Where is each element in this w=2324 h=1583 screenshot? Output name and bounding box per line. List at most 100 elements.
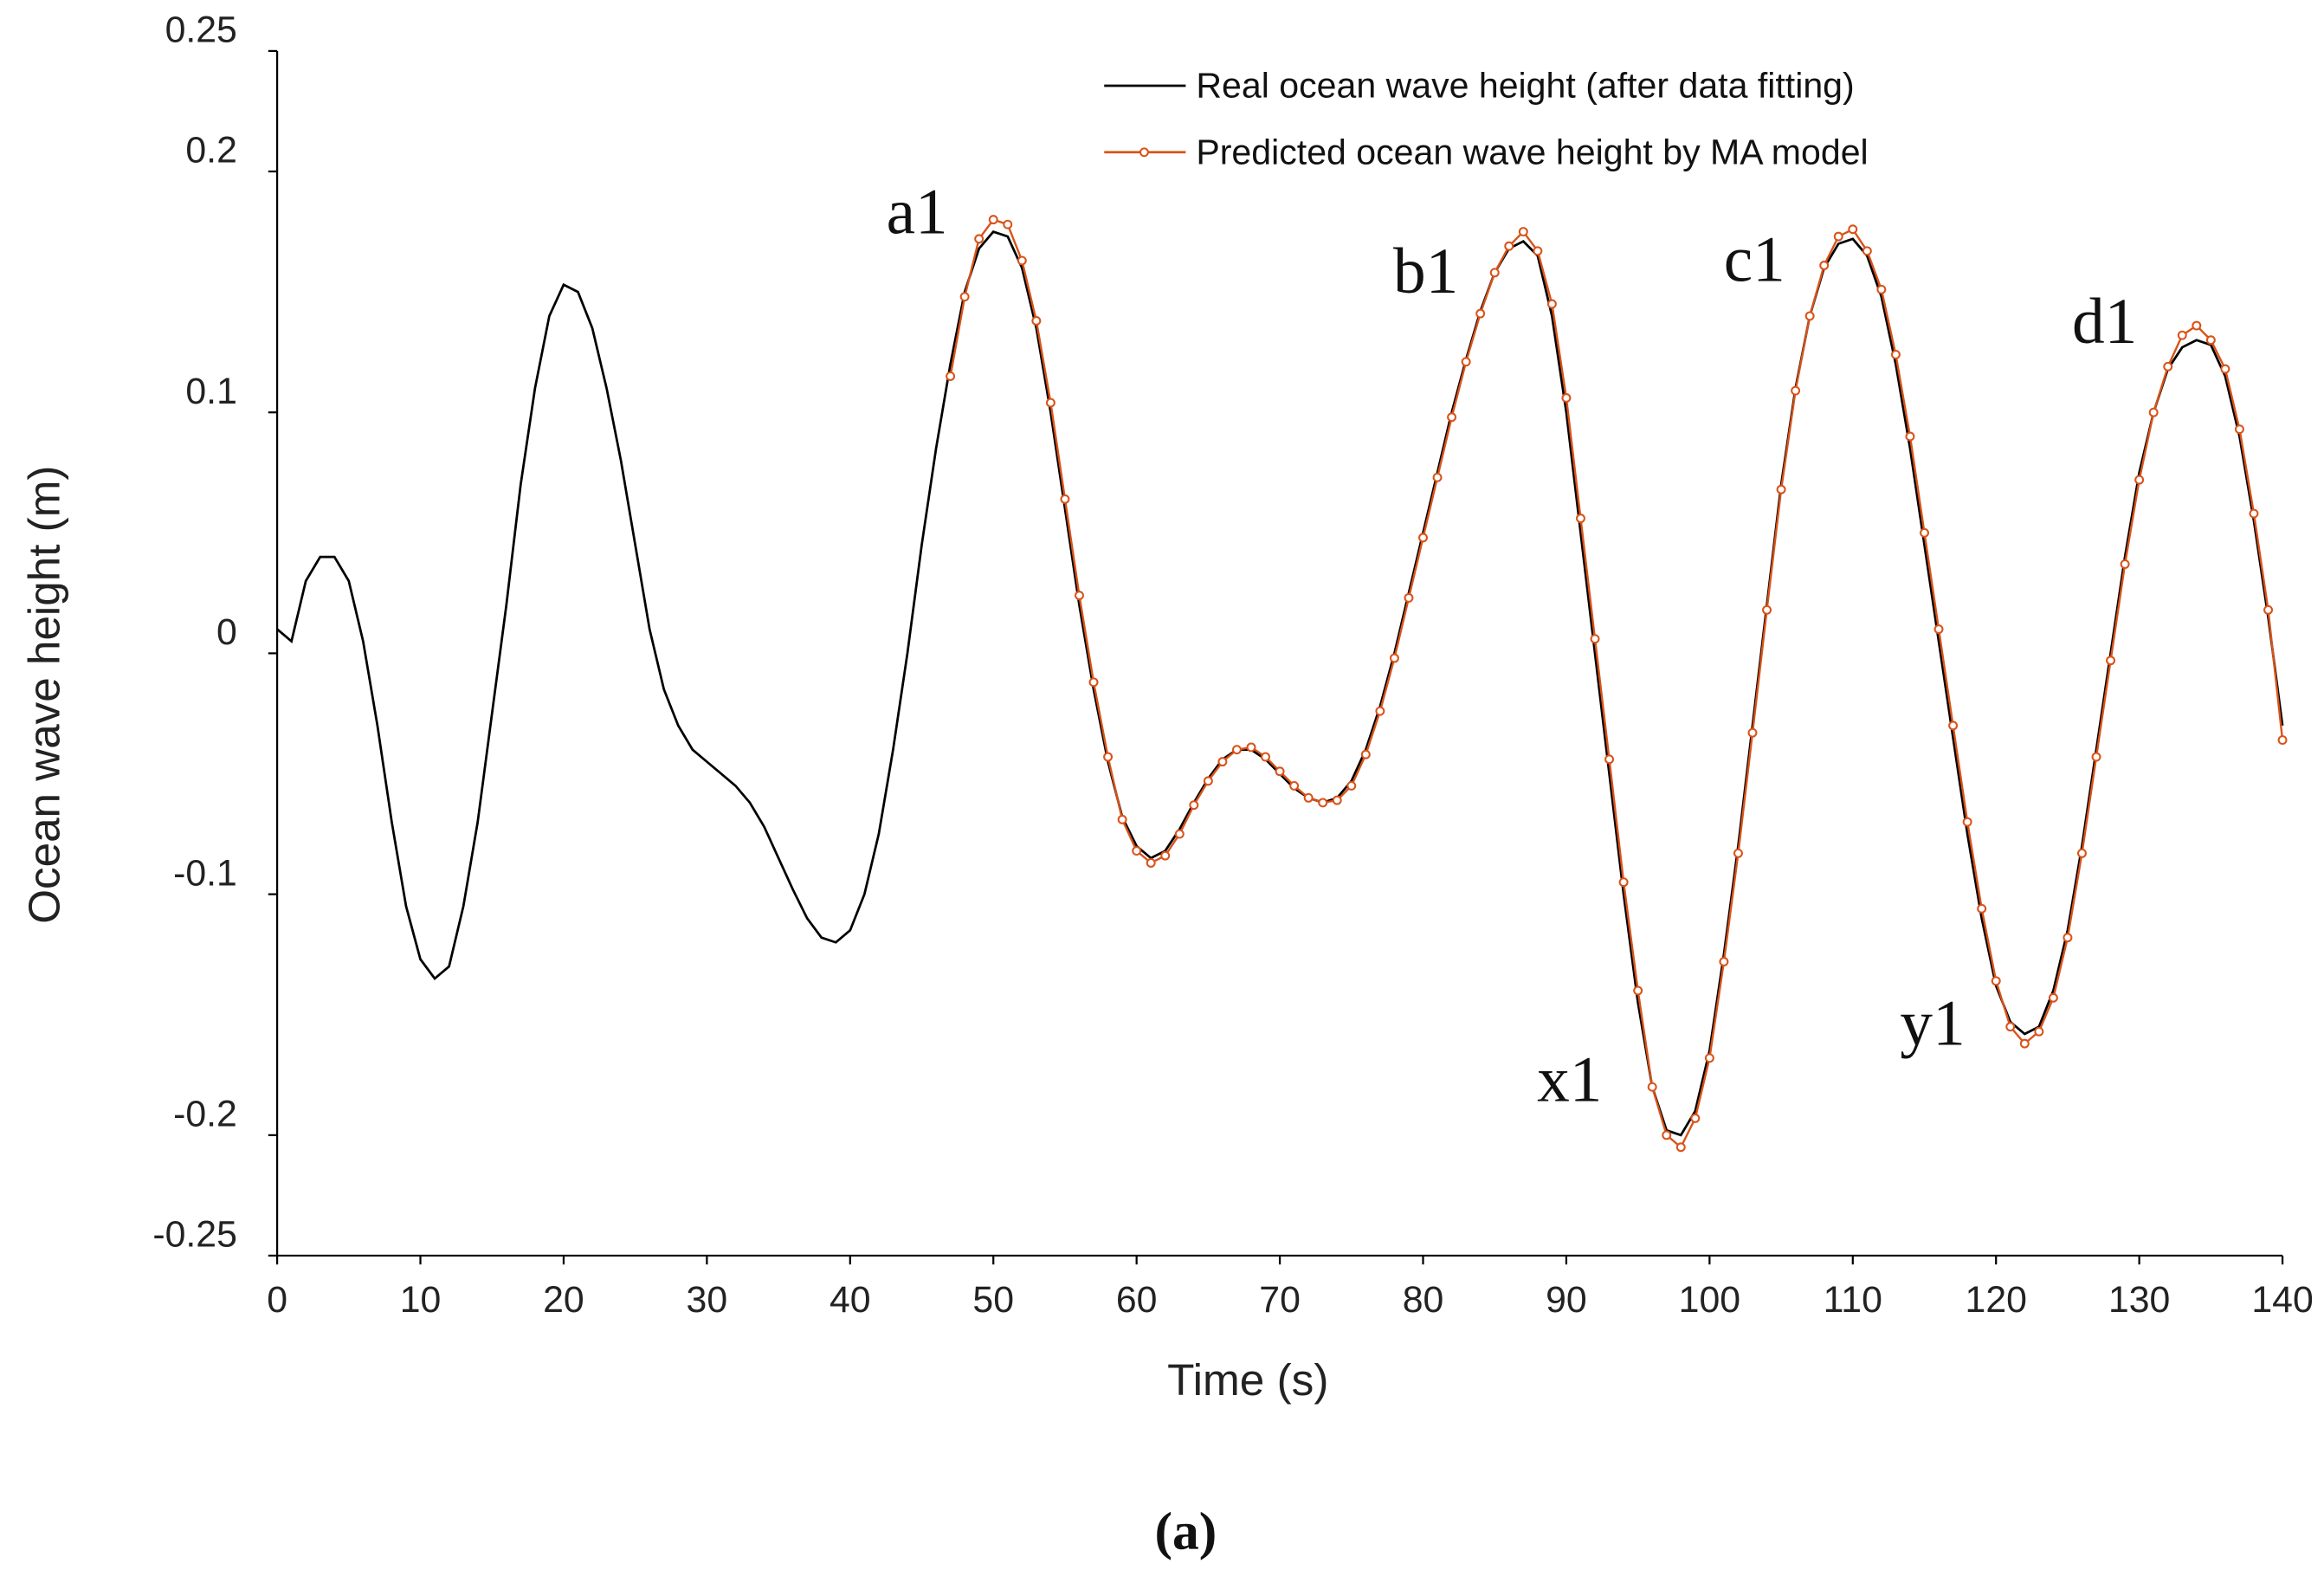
y-axis-title: Ocean wave height (m): [19, 466, 68, 924]
y-tick-label: 0.1: [185, 371, 236, 412]
marker: [988, 215, 998, 225]
marker: [2249, 508, 2259, 519]
y-tick-label: 0.25: [165, 10, 237, 51]
marker: [1977, 903, 1987, 914]
y-tick-label: -0.1: [173, 852, 237, 894]
marker: [1389, 653, 1399, 663]
annotation: a1: [887, 177, 948, 249]
marker: [1231, 745, 1242, 755]
marker: [1905, 431, 1915, 442]
marker: [1876, 284, 1887, 294]
marker: [1246, 742, 1256, 753]
marker: [2148, 407, 2159, 417]
marker: [1088, 677, 1099, 688]
marker: [1189, 800, 1199, 811]
marker: [1203, 776, 1213, 786]
marker: [1733, 848, 1743, 858]
marker: [1776, 484, 1786, 494]
marker: [1561, 393, 1572, 403]
marker: [1461, 357, 1471, 367]
marker: [2076, 848, 2087, 858]
marker: [2163, 361, 2173, 372]
marker: [1275, 766, 1285, 777]
marker: [1819, 261, 1830, 270]
marker: [1719, 957, 1729, 966]
y-tick-label: 0.2: [185, 130, 236, 171]
marker: [1489, 268, 1500, 278]
legend-text: Real ocean wave height (after data fitti…: [1196, 66, 1854, 106]
marker: [1031, 316, 1042, 326]
marker: [2005, 1022, 2016, 1032]
x-tick-label: 50: [972, 1279, 1014, 1321]
marker: [1289, 780, 1300, 791]
marker: [1662, 1130, 1672, 1140]
marker: [1447, 412, 1457, 423]
marker: [1647, 1082, 1657, 1092]
x-tick-label: 30: [687, 1279, 728, 1321]
legend-text: Predicted ocean wave height by MA model: [1196, 132, 1868, 172]
marker: [1117, 814, 1127, 824]
marker: [1003, 219, 1013, 229]
annotation: x1: [1537, 1044, 1602, 1116]
x-tick-label: 10: [400, 1279, 442, 1321]
marker: [1948, 720, 1959, 731]
legend-marker: [1139, 147, 1149, 158]
marker: [1346, 780, 1357, 791]
marker: [1432, 472, 1443, 482]
marker: [1174, 829, 1185, 839]
marker: [1375, 706, 1385, 716]
marker: [1576, 514, 1585, 524]
marker: [2263, 604, 2274, 615]
marker: [1475, 308, 1486, 319]
marker: [1791, 385, 1801, 396]
marker: [2192, 320, 2202, 331]
x-tick-label: 90: [1546, 1279, 1587, 1321]
x-tick-label: 70: [1259, 1279, 1301, 1321]
marker: [2134, 475, 2145, 485]
marker: [2234, 424, 2244, 435]
marker: [1920, 527, 1929, 538]
caption: (a): [1154, 1502, 1217, 1561]
series-line: [949, 218, 2284, 1149]
x-tick-label: 0: [267, 1279, 287, 1321]
marker: [1146, 857, 1156, 868]
marker: [1862, 246, 1872, 256]
marker: [2091, 752, 2101, 762]
marker: [1017, 255, 1027, 266]
x-axis-title: Time (s): [1167, 1355, 1328, 1405]
marker: [1804, 311, 1815, 321]
marker: [1633, 985, 1643, 996]
x-tick-label: 130: [2108, 1279, 2170, 1321]
marker: [1404, 592, 1414, 603]
marker: [1075, 591, 1084, 601]
annotation: y1: [1900, 988, 1965, 1060]
marker: [1103, 752, 1114, 762]
marker: [946, 372, 956, 381]
marker: [1546, 299, 1557, 309]
marker: [2205, 335, 2216, 346]
annotation: d1: [2072, 286, 2137, 358]
x-tick-label: 120: [1966, 1279, 2027, 1321]
marker: [1261, 752, 1271, 762]
marker: [1962, 817, 1972, 827]
annotation: c1: [1724, 223, 1785, 295]
marker: [1533, 246, 1543, 256]
marker: [2034, 1026, 2044, 1037]
marker: [1690, 1113, 1701, 1123]
marker: [1418, 533, 1428, 543]
marker: [1504, 241, 1514, 251]
marker: [1332, 795, 1342, 805]
marker: [1318, 798, 1328, 808]
marker: [2106, 656, 2116, 666]
marker: [1590, 634, 1600, 644]
marker: [1132, 846, 1142, 856]
marker: [1060, 494, 1070, 504]
y-tick-label: -0.25: [152, 1214, 237, 1256]
annotation: b1: [1393, 236, 1458, 307]
marker: [2063, 933, 2073, 943]
marker: [1303, 792, 1314, 803]
series-line: [276, 229, 2284, 1137]
marker: [974, 234, 984, 244]
